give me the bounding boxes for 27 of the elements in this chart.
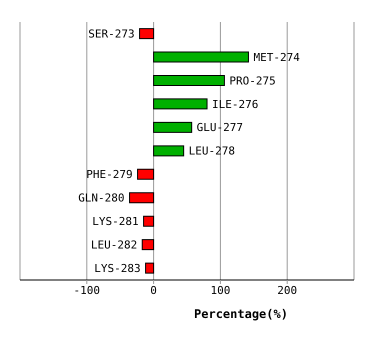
bar [153, 145, 184, 156]
bar [153, 122, 192, 133]
x-tick-label: 0 [150, 284, 157, 297]
x-tick-label: -100 [74, 284, 100, 297]
bar [143, 216, 154, 227]
x-tick-label: 100 [210, 284, 230, 297]
y-tick-label: PHE-279 [86, 168, 133, 182]
bar [129, 192, 154, 204]
y-tick-label: GLN-280 [78, 192, 125, 205]
y-tick-label: LYS-283 [94, 262, 141, 275]
y-tick-label: LEU-282 [90, 238, 138, 252]
bar [145, 262, 154, 274]
x-axis-title: Percentage(%) [194, 307, 288, 321]
bar [139, 28, 154, 40]
bar [153, 74, 225, 86]
bar [142, 239, 154, 250]
y-tick-label: ILE-276 [212, 98, 258, 111]
y-tick-label: LEU-278 [188, 144, 236, 158]
y-tick-label: GLU-277 [196, 121, 244, 134]
bar [137, 168, 154, 180]
bar [153, 98, 208, 110]
y-tick-label: SER-273 [88, 27, 135, 40]
y-tick-label: LYS-281 [92, 215, 139, 228]
bar [153, 52, 249, 63]
y-tick-label: MET-274 [253, 50, 300, 64]
y-tick-label: PRO-275 [229, 74, 276, 88]
x-tick-label: 200 [277, 284, 298, 297]
